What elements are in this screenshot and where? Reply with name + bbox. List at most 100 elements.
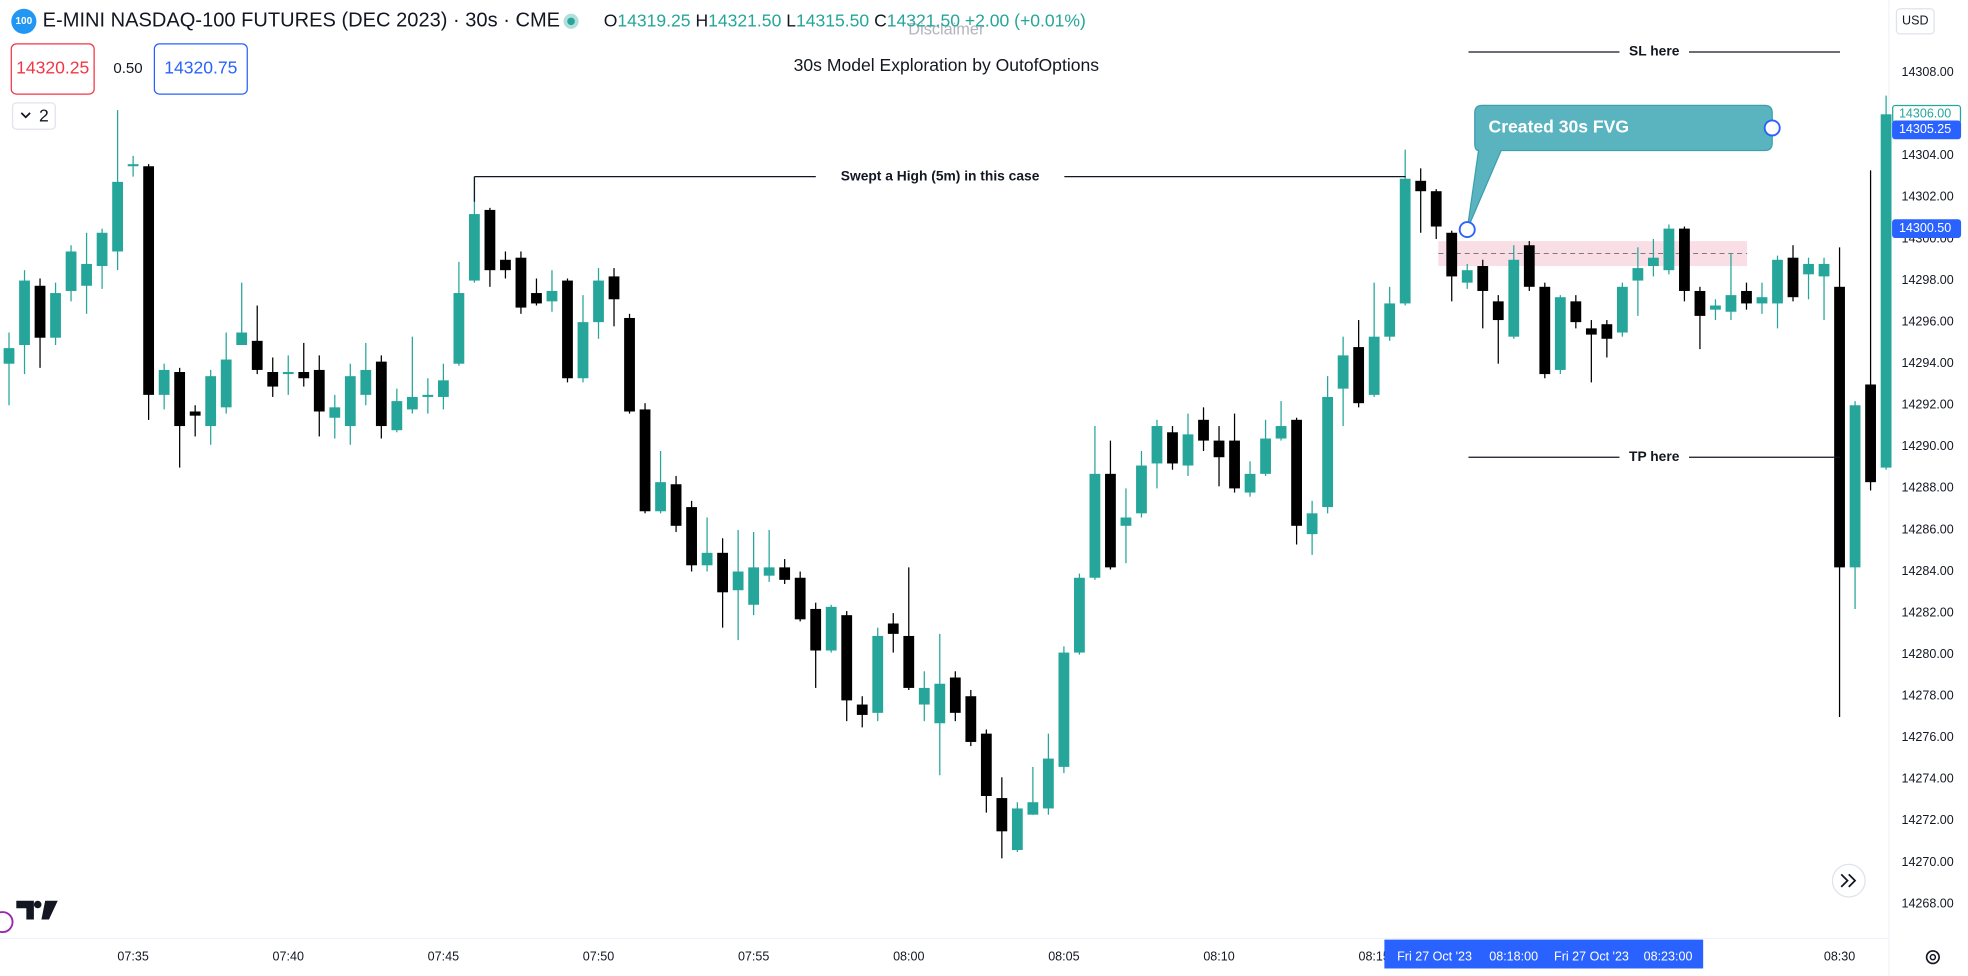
ohlc-value: 14319.25 (617, 10, 690, 30)
y-tick-label: 14298.00 (1901, 273, 1953, 287)
candle-body (1368, 336, 1380, 395)
y-tick-label: 14284.00 (1901, 564, 1953, 578)
candle-body (918, 687, 930, 705)
candle-body (779, 567, 791, 580)
candle-body (1508, 259, 1520, 337)
ohlc-value: 14321.50 (887, 10, 960, 30)
candle-body (205, 376, 217, 427)
candle-body (546, 290, 558, 302)
fvg-callout-text: Created 30s FVG (1489, 117, 1629, 137)
ohlc-key: O (604, 10, 618, 30)
candle-body (608, 276, 620, 300)
disclaimer[interactable]: Disclaimer (908, 20, 985, 38)
candle-body (65, 251, 77, 291)
ohlc-value: 14321.50 (708, 10, 781, 30)
crosshair-time: 08:23:00 (1644, 949, 1693, 963)
candle-body (1074, 577, 1085, 653)
candle-body (1182, 434, 1194, 466)
crosshair-time: 08:18:00 (1489, 949, 1538, 963)
candle-body (1198, 419, 1209, 441)
candle-body (1694, 290, 1706, 316)
x-tick-label: 07:50 (583, 949, 614, 963)
candle-body (670, 484, 682, 526)
price-label-box (1892, 219, 1962, 239)
y-tick-label: 14274.00 (1901, 772, 1953, 786)
candle-body (344, 376, 356, 427)
candle-body (251, 340, 263, 370)
candle-body (81, 263, 92, 286)
x-tick-label: 08:15 (1358, 949, 1389, 963)
y-tick-label: 14272.00 (1901, 813, 1953, 827)
candle-body (375, 361, 387, 427)
candle-body (112, 181, 123, 252)
ohlc-value: 14315.50 (796, 10, 869, 30)
candle-body (484, 209, 496, 271)
candle-body (763, 567, 775, 576)
settings-icon[interactable] (1925, 950, 1940, 965)
plot: 14268.00 14270.00 14272.00 14274.00 14276.00… (3, 44, 1962, 969)
indicator-toggle[interactable] (11, 102, 56, 130)
candle-body (1151, 426, 1163, 464)
candle-body (1105, 473, 1116, 568)
candle-body (236, 332, 248, 345)
candle-body (1415, 180, 1427, 192)
candle-body (1554, 297, 1566, 370)
candle-body (1803, 263, 1814, 275)
callout-handle (1763, 119, 1781, 137)
candle-body (934, 683, 946, 724)
candle-body (500, 259, 511, 271)
candle-body (1011, 808, 1023, 851)
candle-body (1570, 301, 1582, 323)
candle-body (96, 232, 108, 267)
sell-button[interactable] (10, 43, 95, 95)
candle-body (1647, 257, 1659, 267)
scroll-button[interactable] (1831, 863, 1866, 898)
annotation-text: TP here (1629, 449, 1680, 464)
candle-body (391, 401, 403, 431)
overlay: Disclaimer 100 E-MINI NASDAQ-100 FUTURES… (0, 8, 1940, 965)
candle-body (158, 369, 170, 395)
spread: 0.50 (113, 60, 142, 77)
y-tick-label: 14304.00 (1901, 148, 1953, 162)
x-tick-label: 08:10 (1203, 949, 1234, 963)
candle-body (1337, 355, 1349, 389)
candle-body (856, 704, 868, 715)
candle-body (1042, 758, 1054, 809)
candle-body (841, 615, 853, 701)
y-tick-label: 14276.00 (1901, 730, 1953, 744)
x-tick-label: 07:55 (738, 949, 769, 963)
candle-body (825, 606, 837, 651)
fvg-callout (1466, 104, 1773, 230)
y-tick-label: 14292.00 (1901, 398, 1953, 412)
candle-body (1167, 432, 1178, 464)
candle-body (469, 214, 480, 281)
symbol-title[interactable]: E-MINI NASDAQ-100 FUTURES (DEC 2023) · 3… (43, 10, 560, 32)
candle-body (1027, 802, 1039, 815)
y-tick-label: 14282.00 (1901, 605, 1953, 619)
currency-button[interactable] (1895, 8, 1935, 35)
candle-body (1399, 178, 1411, 304)
candle-body (1275, 426, 1287, 439)
candle-body (174, 372, 186, 427)
candle-body (329, 407, 341, 418)
y-tick-label: 14288.00 (1901, 481, 1953, 495)
candle-body (1492, 301, 1504, 321)
candle-body (624, 317, 635, 412)
logo (16, 900, 58, 920)
candle-body (965, 696, 977, 742)
candle-body (577, 322, 589, 379)
ask-price: 14320.75 (164, 58, 237, 78)
crosshair-date: Fri 27 Oct '23 (1554, 949, 1629, 963)
candle-body (1539, 286, 1551, 375)
candle-body (655, 482, 666, 512)
candle-body (267, 372, 279, 387)
candle-body (1865, 384, 1876, 483)
y-tick-label: 14290.00 (1901, 439, 1953, 453)
candle-body (593, 280, 604, 323)
currency: USD (1902, 14, 1928, 28)
replay-icon[interactable] (0, 911, 14, 934)
candle-body (1849, 405, 1861, 568)
candle-body (1616, 286, 1628, 333)
buy-button[interactable] (153, 43, 248, 95)
